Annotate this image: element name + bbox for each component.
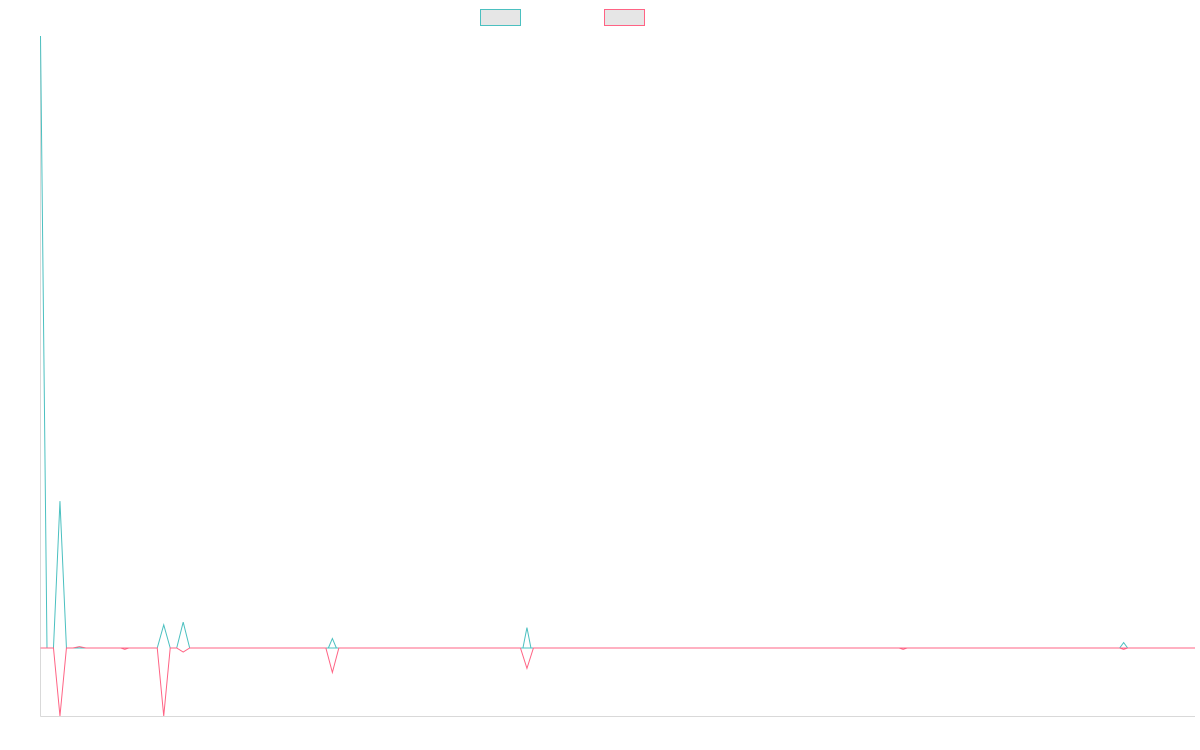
- spike-marker-4: [1119, 641, 1129, 649]
- axes: [40, 36, 1195, 717]
- spike-marker-2: [120, 647, 129, 650]
- series-line-a: [40, 35, 1195, 649]
- legend-swatch-series-a[interactable]: [480, 9, 521, 26]
- legend: [480, 9, 645, 26]
- series-layer: [40, 35, 1195, 717]
- legend-swatch-series-b[interactable]: [604, 9, 645, 26]
- spike-marker-3: [898, 647, 908, 650]
- spike-marker-1: [522, 627, 532, 649]
- spike-marker-5: [1119, 647, 1128, 650]
- series-line-b: [40, 646, 1195, 717]
- spike-marker-0: [327, 637, 337, 649]
